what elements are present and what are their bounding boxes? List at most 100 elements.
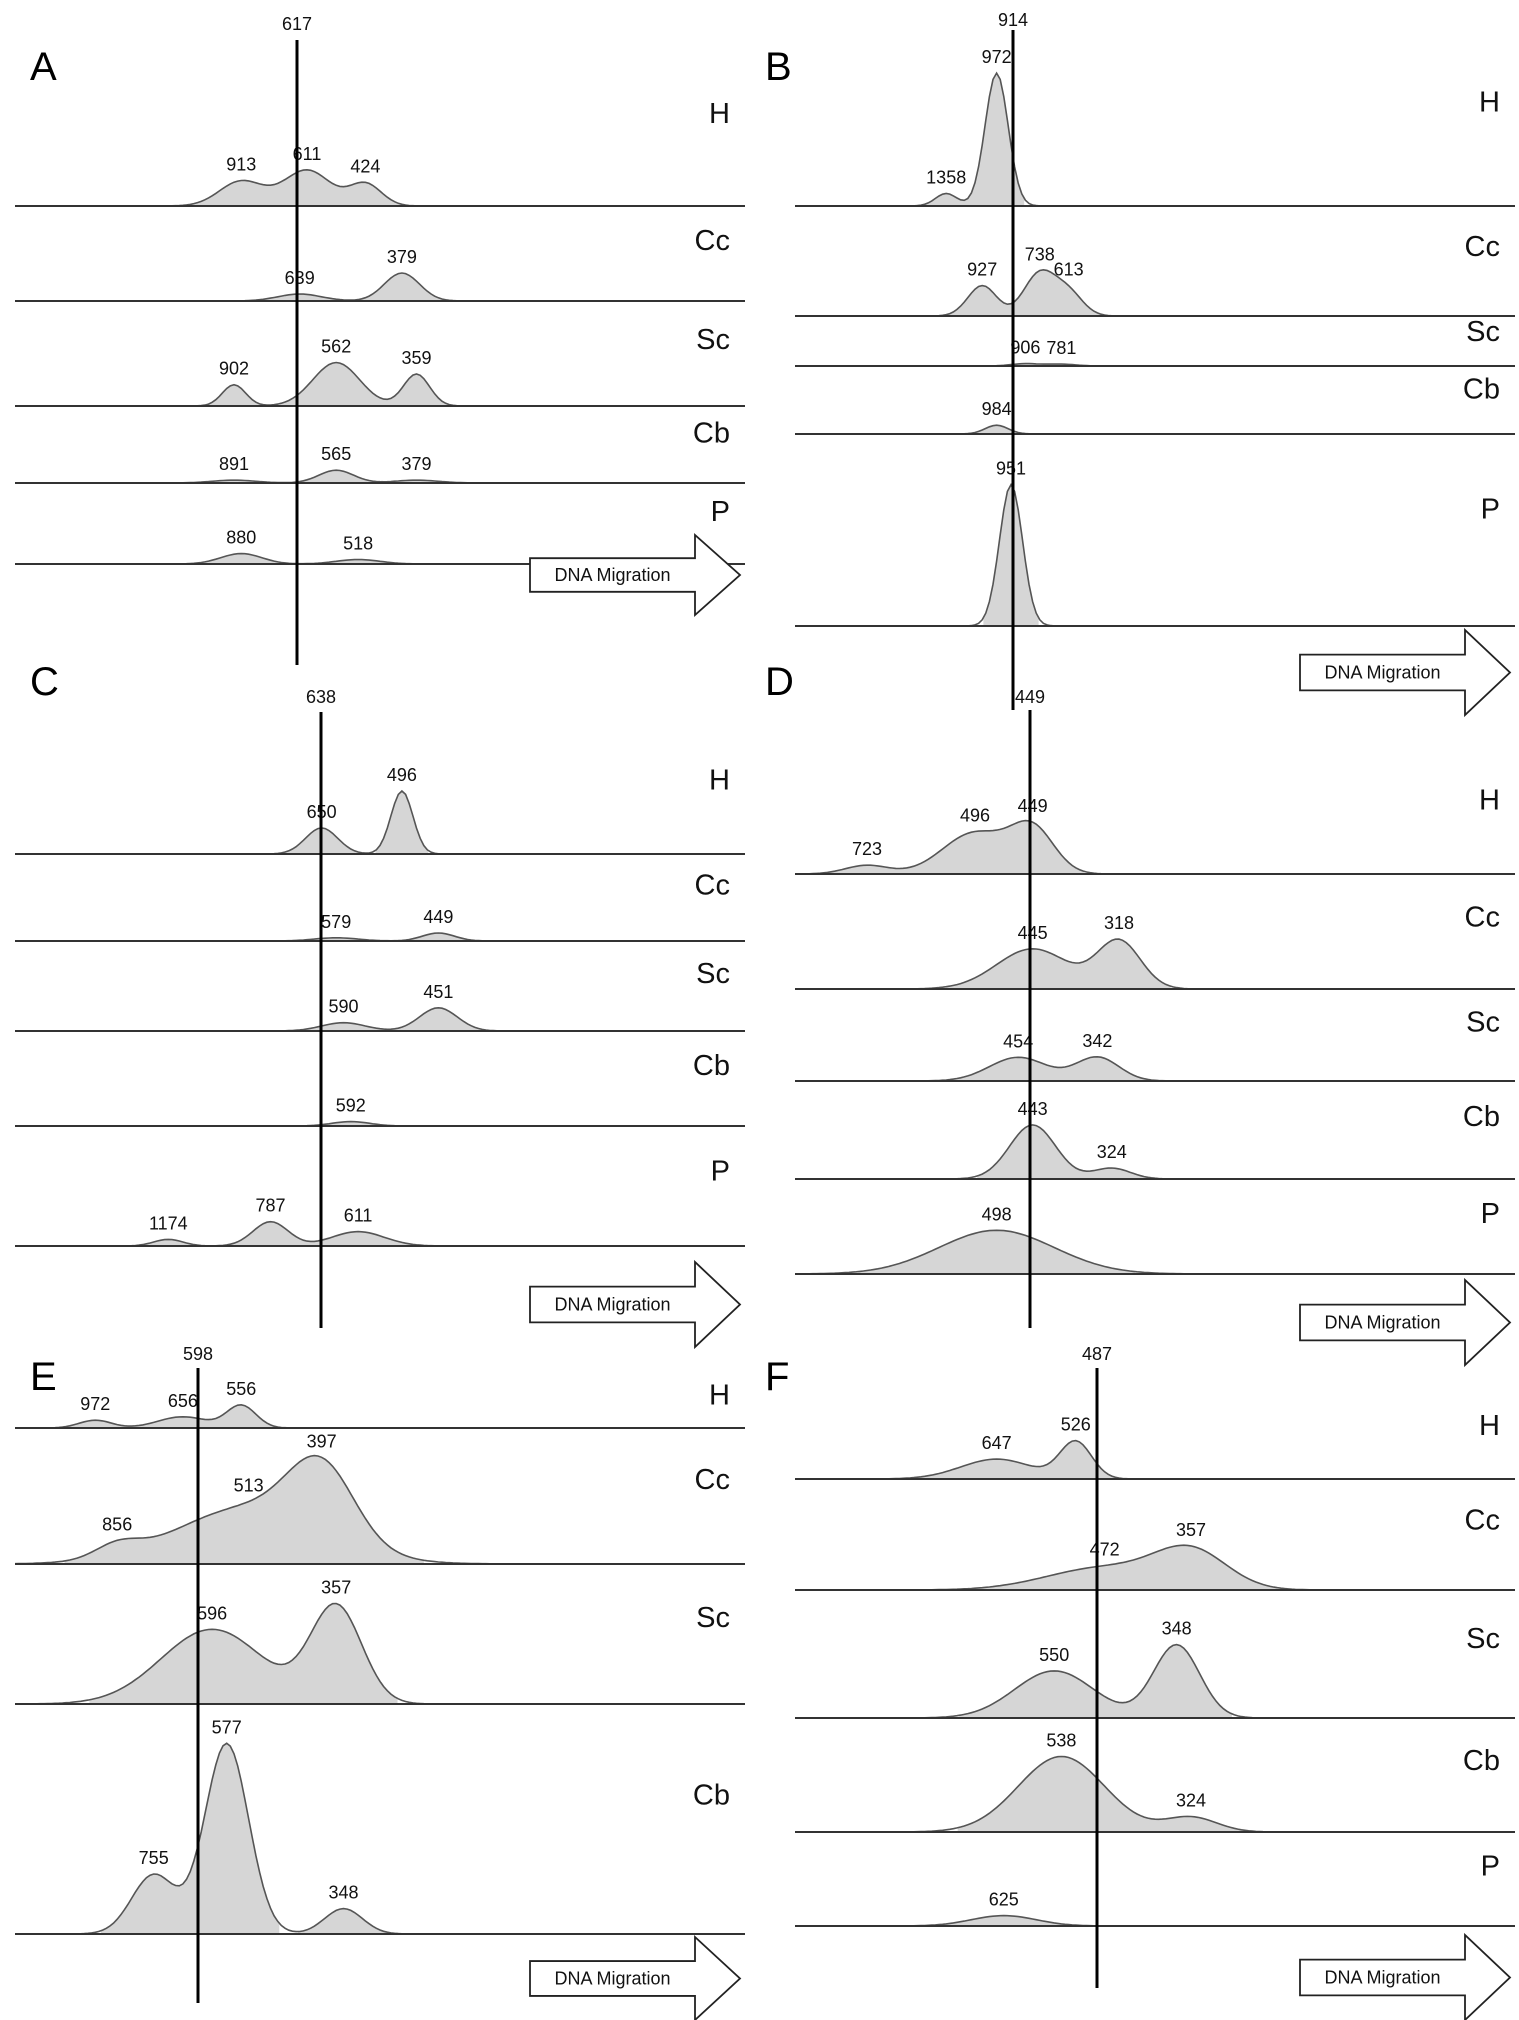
peak-label: 611 — [344, 1206, 373, 1226]
lane-p: 1174 787 611 P — [15, 1155, 745, 1247]
peak-area — [192, 553, 291, 564]
peak-area — [1045, 1056, 1150, 1081]
peak-label: 348 — [328, 1883, 358, 1903]
peak-label: 625 — [989, 1890, 1019, 1910]
peak-label: 913 — [226, 154, 256, 174]
panel-letter: F — [765, 1355, 789, 1399]
lane-label: H — [1479, 785, 1500, 817]
peak-area — [247, 294, 353, 301]
reference-label: 638 — [306, 687, 336, 707]
lane-label: Sc — [696, 1602, 730, 1634]
lane-label: Cb — [693, 417, 730, 449]
peak-area — [1104, 1545, 1278, 1590]
peak-area — [926, 1915, 1082, 1926]
peak-area — [385, 374, 448, 406]
peak-area — [305, 1121, 397, 1126]
peak-area — [56, 1420, 134, 1428]
peak-area — [947, 285, 1017, 316]
peak-area — [983, 484, 1039, 626]
lane-cc: 472 357 Cc — [795, 1505, 1515, 1591]
lane-label: H — [1479, 1410, 1500, 1442]
lane-label: P — [711, 496, 730, 528]
peak-label: 787 — [255, 1196, 285, 1216]
peak-label: 902 — [219, 359, 249, 379]
peak-label: 538 — [1046, 1730, 1076, 1750]
panel-a: A 913 611 424 H 639 379 Cc 902 562 359 Sc 891 565 379 C… — [15, 14, 745, 665]
lane-label: Cb — [1463, 374, 1500, 406]
lane-cc: 445 318 Cc — [795, 901, 1515, 990]
lane-p: 625 P — [795, 1850, 1515, 1927]
dna-migration-label: DNA Migration — [554, 1295, 670, 1315]
peak-area — [294, 470, 379, 483]
peak-label: 424 — [350, 156, 380, 176]
lane-cb: 592 Cb — [15, 1050, 745, 1127]
lane-cc: 579 449 Cc — [15, 870, 745, 942]
peak-label: 445 — [1018, 923, 1048, 943]
peak-label: 781 — [1046, 338, 1076, 358]
peak-area — [305, 559, 411, 564]
peak-label: 656 — [168, 1391, 198, 1411]
panel-letter: A — [30, 45, 57, 89]
peak-label: 496 — [387, 765, 417, 785]
peak-label: 592 — [336, 1096, 366, 1116]
lane-h: 972 656 556 H — [15, 1379, 745, 1429]
dna-migration-label: DNA Migration — [1324, 1313, 1440, 1333]
lane-label: Sc — [696, 958, 730, 990]
peak-area — [969, 425, 1025, 434]
lane-h: 723 496 449 H — [794, 785, 1515, 875]
panel-e: E 972 656 556 H 856 513 397 Cc 596 357 Sc 755 577 348 C… — [14, 1344, 745, 2020]
trace-line — [795, 1124, 1515, 1180]
trace-line — [15, 932, 745, 942]
lane-cb: 538 324 Cb — [795, 1730, 1515, 1833]
trace-line — [795, 1439, 1515, 1480]
lane-label: Cc — [1465, 901, 1500, 933]
lane-sc: 550 348 Sc — [795, 1619, 1515, 1719]
peak-label: 454 — [1003, 1031, 1033, 1051]
dna-migration-label: DNA Migration — [554, 1969, 670, 1989]
peak-area — [290, 1022, 397, 1031]
lane-sc: 596 357 Sc — [14, 1577, 745, 1705]
lane-label: Sc — [1466, 1623, 1500, 1655]
peak-label: 565 — [321, 444, 351, 464]
peak-area — [392, 1007, 484, 1031]
reference-label: 487 — [1082, 1344, 1112, 1364]
peak-area — [326, 179, 404, 206]
peak-label: 891 — [219, 454, 249, 474]
peak-area — [399, 933, 477, 941]
peak-label: 449 — [423, 907, 453, 927]
panel-letter: D — [765, 660, 794, 704]
panel-c: C650496H579449Cc590451Sc592Cb1174787611P… — [15, 660, 745, 1350]
lane-label: Cc — [695, 225, 730, 257]
peak-label: 639 — [285, 268, 315, 288]
peak-area — [1128, 1808, 1254, 1832]
dna-migration-arrow — [1299, 1932, 1512, 2020]
lane-label: H — [709, 98, 730, 130]
lane-cb: 755 577 348 Cb — [15, 1717, 745, 1935]
reference-label: 449 — [1015, 687, 1045, 707]
peak-label: 324 — [1176, 1790, 1206, 1810]
peak-label: 397 — [307, 1431, 337, 1451]
peak-label: 443 — [1018, 1099, 1048, 1119]
peak-label: 738 — [1025, 244, 1055, 264]
peak-label: 342 — [1082, 1031, 1112, 1051]
peak-label: 647 — [982, 1433, 1012, 1453]
peak-area — [174, 1743, 280, 1934]
lane-h: 1358 972 H — [795, 47, 1515, 207]
trace-line — [795, 424, 1515, 435]
peak-label: 556 — [226, 1379, 256, 1399]
lane-label: Cb — [693, 1050, 730, 1082]
lane-label: Cc — [1465, 1505, 1500, 1537]
trace-line — [795, 1914, 1515, 1927]
trace-line — [794, 819, 1515, 875]
trace-line — [795, 483, 1515, 627]
trace-line — [795, 71, 1515, 207]
lane-label: Cb — [693, 1780, 730, 1812]
peak-area — [1067, 939, 1171, 989]
peak-label: 518 — [343, 534, 373, 554]
lane-label: Cc — [695, 870, 730, 902]
lane-p: 951 P — [795, 459, 1515, 627]
peak-label: 496 — [960, 806, 990, 826]
peak-area — [980, 820, 1085, 874]
